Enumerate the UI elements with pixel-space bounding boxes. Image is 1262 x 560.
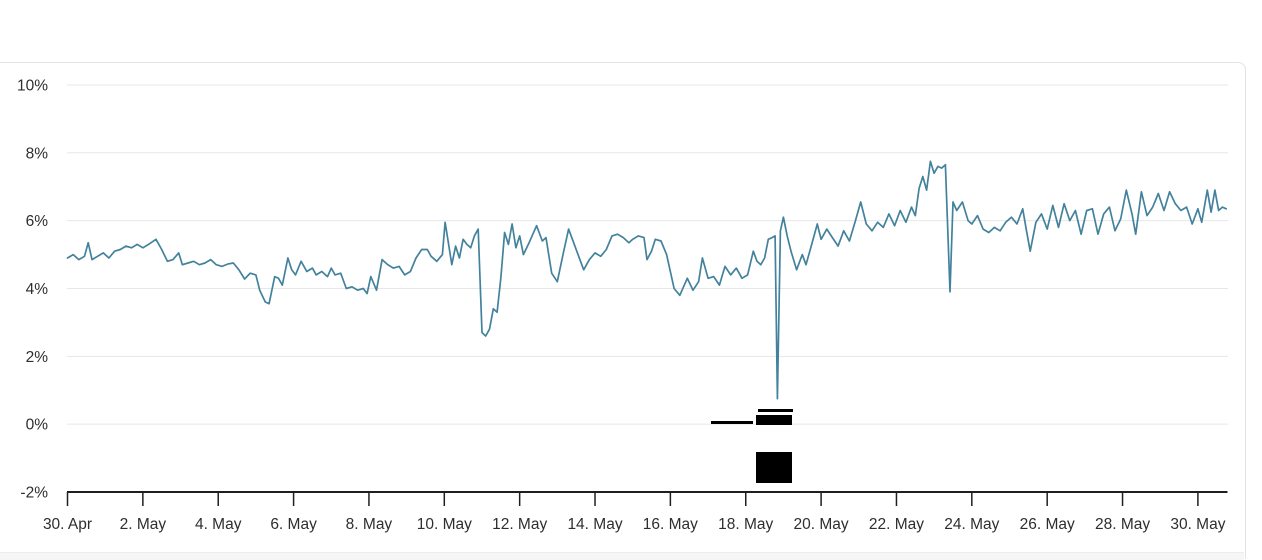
x-axis-tick-label: 30. Apr: [43, 516, 92, 533]
y-axis-tick-label: 2%: [26, 349, 49, 366]
x-axis-tick-label: 28. May: [1095, 516, 1150, 533]
redacted-square: [756, 452, 792, 483]
y-axis-tick-label: 6%: [26, 213, 49, 230]
redacted-bar: [756, 415, 792, 425]
y-axis-tick-label: 8%: [26, 145, 49, 162]
x-axis-tick-label: 26. May: [1020, 516, 1075, 533]
series-line: [66, 160, 1228, 400]
y-axis-tick-label: 10%: [17, 77, 48, 94]
x-axis-tick-label: 14. May: [567, 516, 622, 533]
x-axis-tick-label: 30. May: [1170, 516, 1225, 533]
bottom-strip: [0, 552, 1244, 560]
x-axis-tick-label: 22. May: [869, 516, 924, 533]
x-axis-tick-label: 12. May: [492, 516, 547, 533]
y-axis-tick-label: 0%: [26, 417, 49, 434]
x-axis-tick-label: 18. May: [718, 516, 773, 533]
x-axis-tick-label: 4. May: [195, 516, 242, 533]
x-axis-tick-label: 8. May: [346, 516, 393, 533]
x-axis-tick-label: 10. May: [417, 516, 472, 533]
x-axis-tick-label: 20. May: [794, 516, 849, 533]
y-axis-tick-label: -2%: [20, 485, 48, 502]
x-axis-tick-label: 24. May: [944, 516, 999, 533]
redacted-dash-top: [758, 409, 793, 412]
x-axis-tick-label: 16. May: [643, 516, 698, 533]
chart-card: [0, 62, 1246, 559]
y-axis-tick-label: 4%: [26, 281, 49, 298]
x-axis-tick-label: 6. May: [270, 516, 317, 533]
x-axis-tick-label: 2. May: [120, 516, 167, 533]
redacted-dash-left: [711, 421, 753, 424]
